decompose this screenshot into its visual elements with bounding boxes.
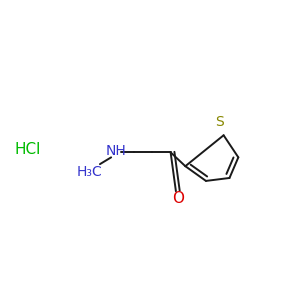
Text: S: S <box>215 115 224 129</box>
Text: O: O <box>172 191 184 206</box>
Text: H₃C: H₃C <box>77 165 103 179</box>
Text: NH: NH <box>106 145 127 158</box>
Text: HCl: HCl <box>15 142 41 158</box>
